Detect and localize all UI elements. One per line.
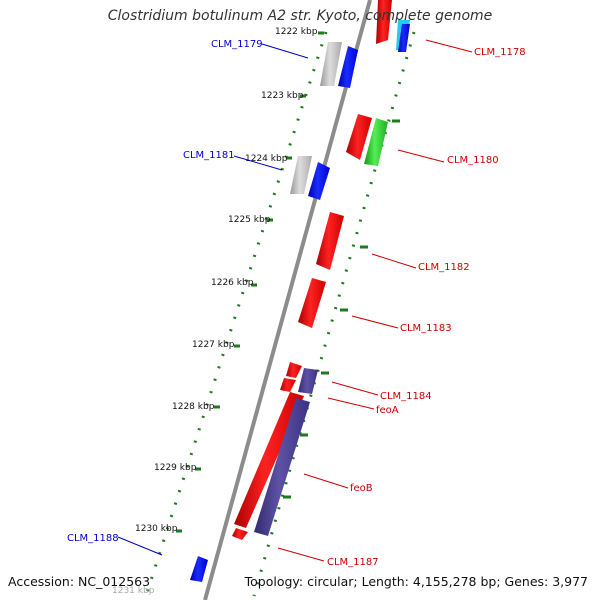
gene-label[interactable]: CLM_1182	[418, 262, 470, 273]
gene-clm-1184[interactable]	[280, 362, 302, 392]
gene-label[interactable]: CLM_1180	[447, 155, 499, 166]
scale-tick-label: 1230 kbp	[135, 524, 178, 534]
outer-dotted-track	[252, 31, 416, 597]
genome-title: Clostridium botulinum A2 str. Kyoto, com…	[107, 8, 493, 24]
gene-label[interactable]: feoA	[376, 405, 399, 416]
scale-tick-label: 1228 kbp	[172, 402, 215, 412]
scale-tick-label: 1226 kbp	[211, 278, 254, 288]
gene-feoA[interactable]	[298, 368, 318, 394]
gene-clm-1180[interactable]	[346, 114, 388, 166]
topology-text: Topology: circular; Length: 4,155,278 bp…	[244, 574, 588, 589]
scale-tick-label: 1229 kbp	[154, 463, 197, 473]
label-connectors	[117, 39, 473, 562]
gene-label[interactable]: CLM_1178	[474, 47, 526, 58]
gene-labels: CLM_1178 CLM_1179 CLM_1180 CLM_1181 CLM_…	[67, 39, 526, 568]
scale-tick-label: 1222 kbp	[275, 27, 318, 37]
gene-clm-1178[interactable]	[376, 0, 410, 52]
gene-label[interactable]: feoB	[350, 483, 373, 494]
gene-label[interactable]: CLM_1184	[380, 391, 432, 402]
scale-tick-label: 1227 kbp	[192, 340, 235, 350]
gene-label[interactable]: CLM_1179	[211, 39, 263, 50]
accession-text: Accession: NC_012563	[8, 574, 151, 589]
gene-label[interactable]: CLM_1187	[327, 557, 379, 568]
gene-clm-1187[interactable]	[232, 528, 248, 540]
scale-tick-label: 1223 kbp	[261, 91, 304, 101]
gene-clm-1183[interactable]	[298, 278, 326, 328]
gene-clm-1188[interactable]	[190, 556, 208, 582]
scale-tick-label: 1231 kbp	[112, 586, 155, 596]
genome-backbone	[203, 0, 372, 600]
inner-dotted-track	[144, 31, 328, 597]
gene-clm-1179[interactable]	[320, 42, 358, 88]
outer-track-ticks	[283, 119, 400, 499]
scale-tick-label: 1224 kbp	[245, 154, 288, 164]
gene-label[interactable]: CLM_1188	[67, 533, 119, 544]
scale-ticks: 1222 kbp 1223 kbp 1224 kbp 1225 kbp 1226…	[112, 27, 324, 596]
gene-clm-1182[interactable]	[316, 212, 344, 270]
gene-label[interactable]: CLM_1181	[183, 150, 235, 161]
gene-feoB[interactable]	[234, 392, 310, 536]
scale-tick-label: 1225 kbp	[228, 215, 271, 225]
gene-clm-1181[interactable]	[290, 156, 330, 200]
gene-label[interactable]: CLM_1183	[400, 323, 452, 334]
